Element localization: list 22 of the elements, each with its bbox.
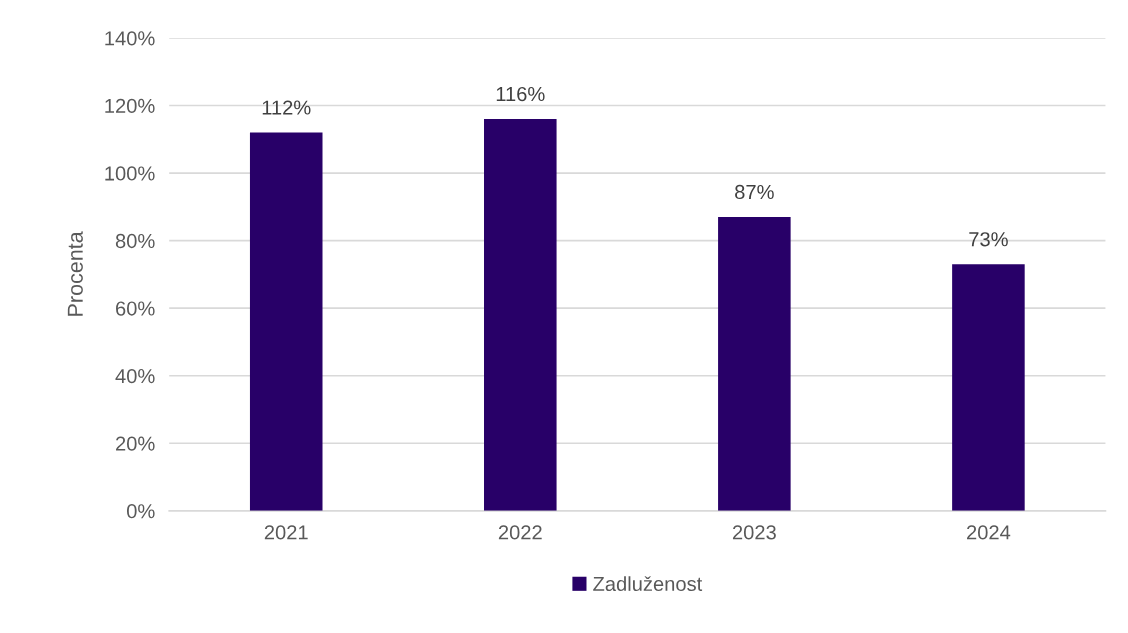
- y-tick-label: 60%: [116, 301, 155, 316]
- legend-label: Zadluženost: [593, 576, 703, 592]
- data-label: 112%: [262, 100, 311, 115]
- y-tick-label: 0%: [126, 504, 155, 519]
- bar: [249, 132, 323, 511]
- x-tick-label: 2023: [732, 525, 776, 540]
- bar: [718, 216, 791, 511]
- y-tick-label: 140%: [105, 31, 155, 46]
- data-label: 116%: [496, 86, 545, 102]
- x-tick-label: 2021: [264, 525, 308, 540]
- y-tick-label: 80%: [115, 233, 155, 249]
- x-tick-label: 2022: [498, 525, 542, 540]
- x-tick-label: 2024: [967, 525, 1011, 540]
- data-label: 73%: [969, 232, 1008, 247]
- data-label: 87%: [735, 184, 774, 200]
- bar: [484, 119, 557, 511]
- y-axis-title: Procenta: [67, 231, 83, 316]
- y-tick-label: 100%: [105, 166, 155, 181]
- y-tick-label: 40%: [115, 368, 155, 384]
- y-tick-label: 120%: [105, 98, 155, 114]
- bar: [952, 264, 1025, 511]
- y-tick-label: 20%: [116, 436, 155, 451]
